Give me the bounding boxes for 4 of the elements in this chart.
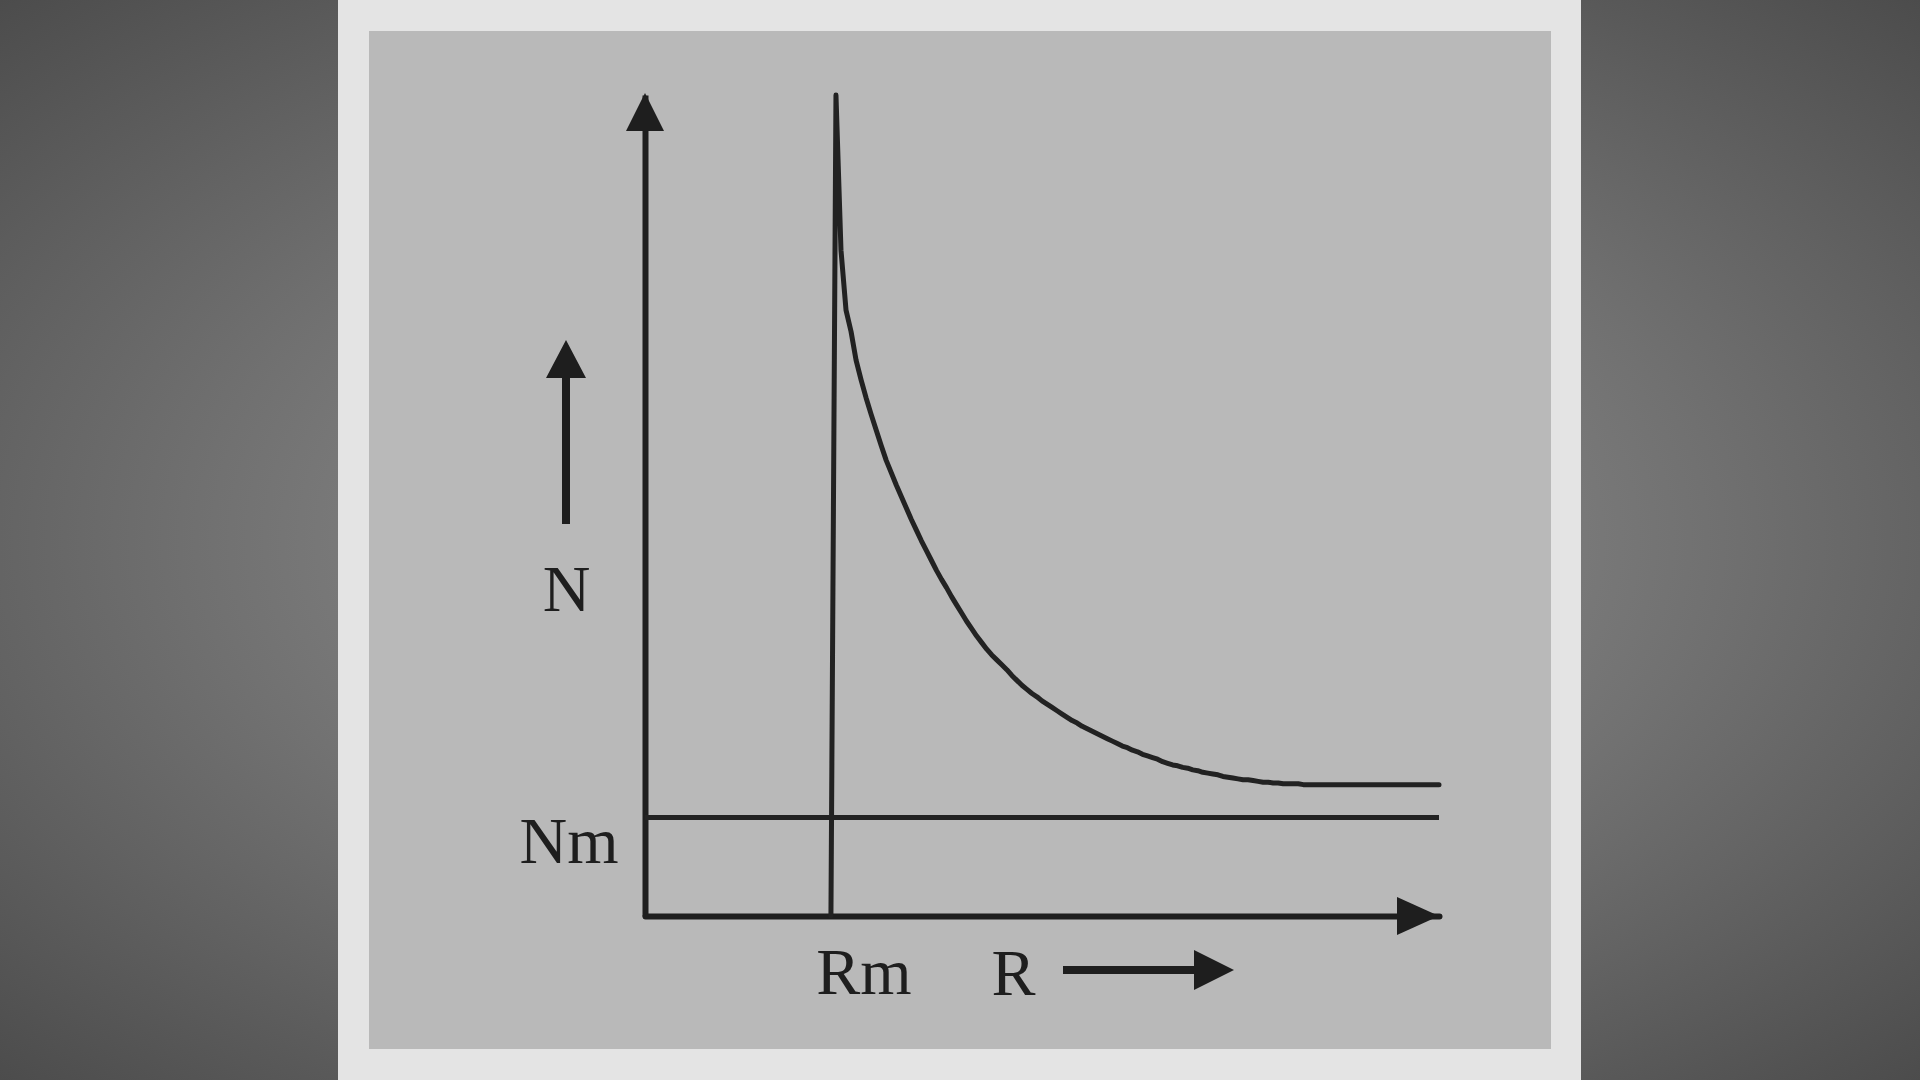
x-axis-title: R	[991, 935, 1036, 1009]
ref-line-label: Nm	[519, 804, 619, 878]
y-axis-title: N	[542, 551, 591, 625]
text: Rm	[816, 935, 912, 1008]
